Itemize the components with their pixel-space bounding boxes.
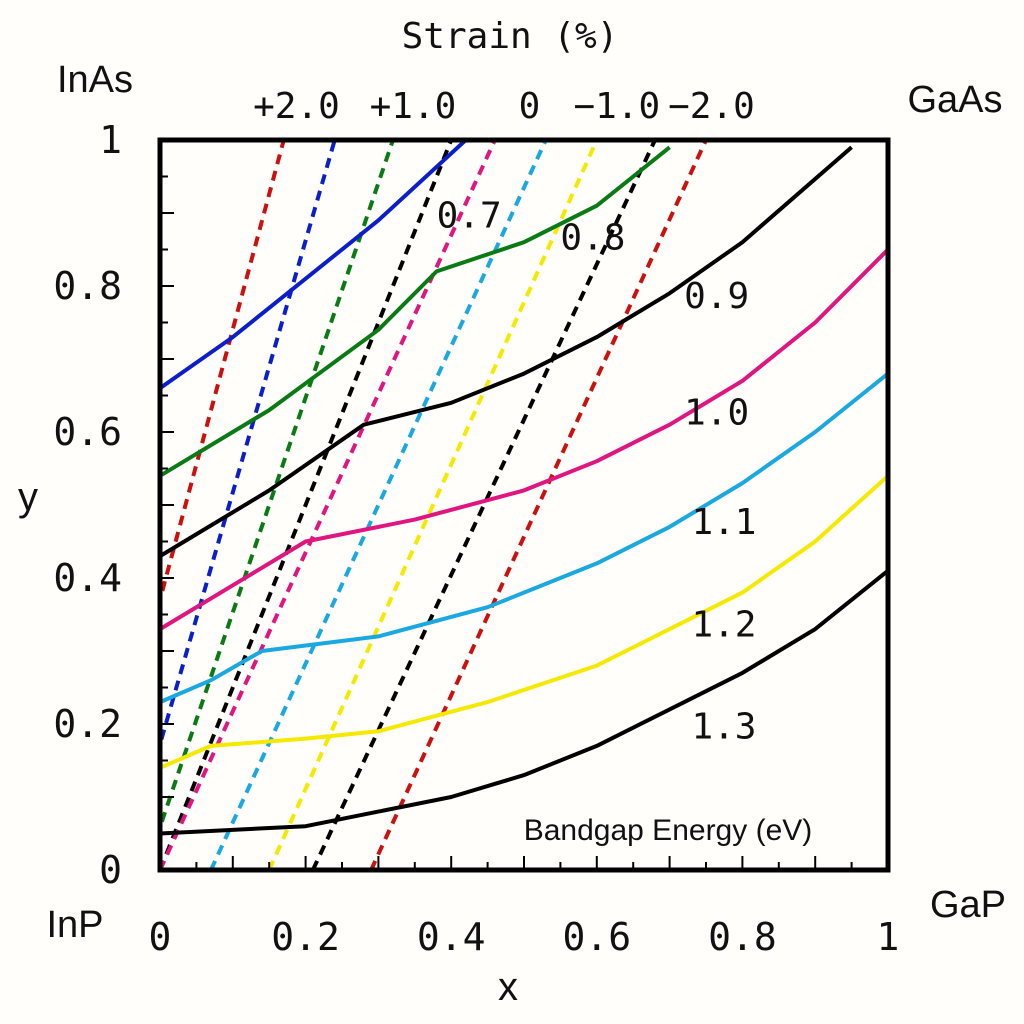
strain-line-0 (160, 140, 286, 608)
strain-line-2 (160, 140, 395, 834)
strain-line-5 (209, 140, 548, 870)
corner-label-inp: InP (46, 904, 103, 946)
plot-frame (157, 137, 891, 873)
strain-label-0: +2.0 (253, 86, 340, 127)
x-tick-labels: 0 0.2 0.4 0.6 0.8 1 (149, 915, 900, 959)
y-tick-label: 0.8 (53, 264, 122, 308)
y-tick-label: 0 (99, 848, 122, 892)
strain-line-6 (267, 140, 599, 870)
bandgap-line-0.7 (160, 140, 468, 390)
bandgap-label-1.1: 1.1 (691, 502, 756, 543)
y-axis-label: y (18, 475, 38, 519)
y-tick-labels: 0 0.2 0.4 0.6 0.8 1 (53, 118, 122, 892)
strain-label-3: −1.0 (573, 86, 660, 127)
bandgap-line-1.1 (160, 372, 888, 704)
strain-line-1 (160, 140, 337, 752)
corner-label-gap: GaP (930, 884, 1006, 926)
x-tick-label: 1 (877, 915, 900, 959)
y-tick-label: 1 (99, 118, 122, 162)
bandgap-line-1.0 (160, 248, 888, 631)
x-tick-label: 0.8 (708, 915, 777, 959)
y-tick-label: 0.6 (53, 410, 122, 454)
bandgap-line-0.9 (160, 145, 853, 558)
strain-label-4: −2.0 (668, 86, 755, 127)
bandgap-label-1.3: 1.3 (691, 707, 756, 748)
x-tick-label: 0.6 (562, 915, 631, 959)
strain-lines (160, 140, 708, 870)
bandgap-label-1.2: 1.2 (691, 604, 756, 645)
bandgap-annotation: Bandgap Energy (eV) (524, 814, 813, 847)
x-tick-label: 0.2 (271, 915, 340, 959)
bandgap-label-1.0: 1.0 (684, 393, 749, 434)
bandgap-lines (160, 140, 888, 836)
bandgap-line-1.2 (160, 474, 888, 770)
bandgap-line-1.3 (160, 569, 888, 836)
x-tick-label: 0 (149, 915, 172, 959)
bandgap-label-0.7: 0.7 (437, 196, 502, 237)
strain-labels: +2.0 +1.0 0 −1.0 −2.0 (253, 86, 755, 127)
bandgap-label-0.8: 0.8 (560, 218, 625, 259)
strain-line-4 (160, 140, 497, 870)
y-tick-label: 0.2 (53, 702, 122, 746)
strain-label-2: 0 (519, 86, 541, 127)
corner-label-gaas: GaAs (907, 79, 1002, 121)
x-axis-label: x (498, 965, 518, 1009)
bandgap-label-0.9: 0.9 (684, 276, 749, 317)
strain-line-7 (311, 140, 657, 870)
bandgap-labels: 0.7 0.8 0.9 1.0 1.1 1.2 1.3 (437, 196, 757, 748)
chart-title: Strain (%) (402, 16, 619, 57)
bandgap-line-0.8 (160, 145, 671, 478)
axis-ticks (160, 175, 853, 870)
strain-label-1: +1.0 (370, 86, 457, 127)
strain-line-3 (160, 140, 454, 870)
corner-label-inas: InAs (57, 59, 133, 101)
strain-line-8 (369, 140, 708, 870)
x-tick-label: 0.4 (417, 915, 486, 959)
y-tick-label: 0.4 (53, 556, 122, 600)
